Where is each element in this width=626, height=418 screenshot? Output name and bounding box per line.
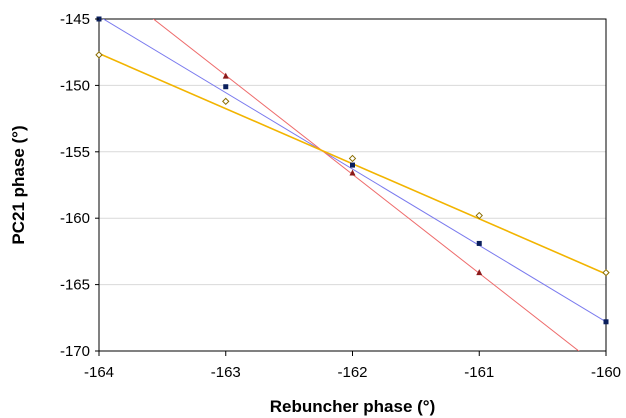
x-tick-label: -162	[337, 364, 367, 381]
x-tick-label: -161	[464, 364, 494, 381]
diamond-marker	[95, 51, 103, 59]
x-tick-label: -160	[591, 364, 621, 381]
gridlines	[99, 18, 606, 352]
y-tick-label: -170	[60, 343, 90, 360]
plot-area	[98, 18, 607, 352]
diamond-marker	[222, 97, 230, 106]
x-axis-ticks: -164 -163 -162 -161 -160	[84, 351, 621, 381]
y-tick-label: -160	[60, 210, 90, 227]
blue-fit-line	[102, 19, 606, 323]
diamond-marker	[348, 154, 357, 163]
triangle-marker	[349, 169, 356, 176]
diamond-marker	[475, 211, 483, 220]
square-marker	[476, 240, 482, 246]
square-marker	[223, 84, 229, 90]
square-marker	[603, 319, 609, 325]
square-marker	[350, 162, 355, 168]
y-tick-label: -150	[60, 77, 90, 94]
y-tick-label: -165	[60, 277, 90, 294]
triangle-marker	[476, 269, 483, 276]
x-tick-label: -163	[211, 364, 241, 381]
y-axis-ticks: -145 -150 -155 -160 -165 -170	[60, 11, 99, 360]
fit-lines	[99, 19, 606, 351]
x-axis-title: Rebuncher phase (°)	[270, 397, 436, 416]
y-axis-title: PC21 phase (°)	[9, 125, 28, 244]
y-tick-label: -145	[60, 11, 90, 28]
y-tick-label: -155	[60, 144, 90, 161]
triangle-marker	[222, 72, 229, 79]
data-markers	[95, 16, 610, 325]
red-fit-line	[152, 19, 580, 351]
x-tick-label: -164	[84, 364, 114, 381]
diamond-marker	[602, 268, 610, 277]
